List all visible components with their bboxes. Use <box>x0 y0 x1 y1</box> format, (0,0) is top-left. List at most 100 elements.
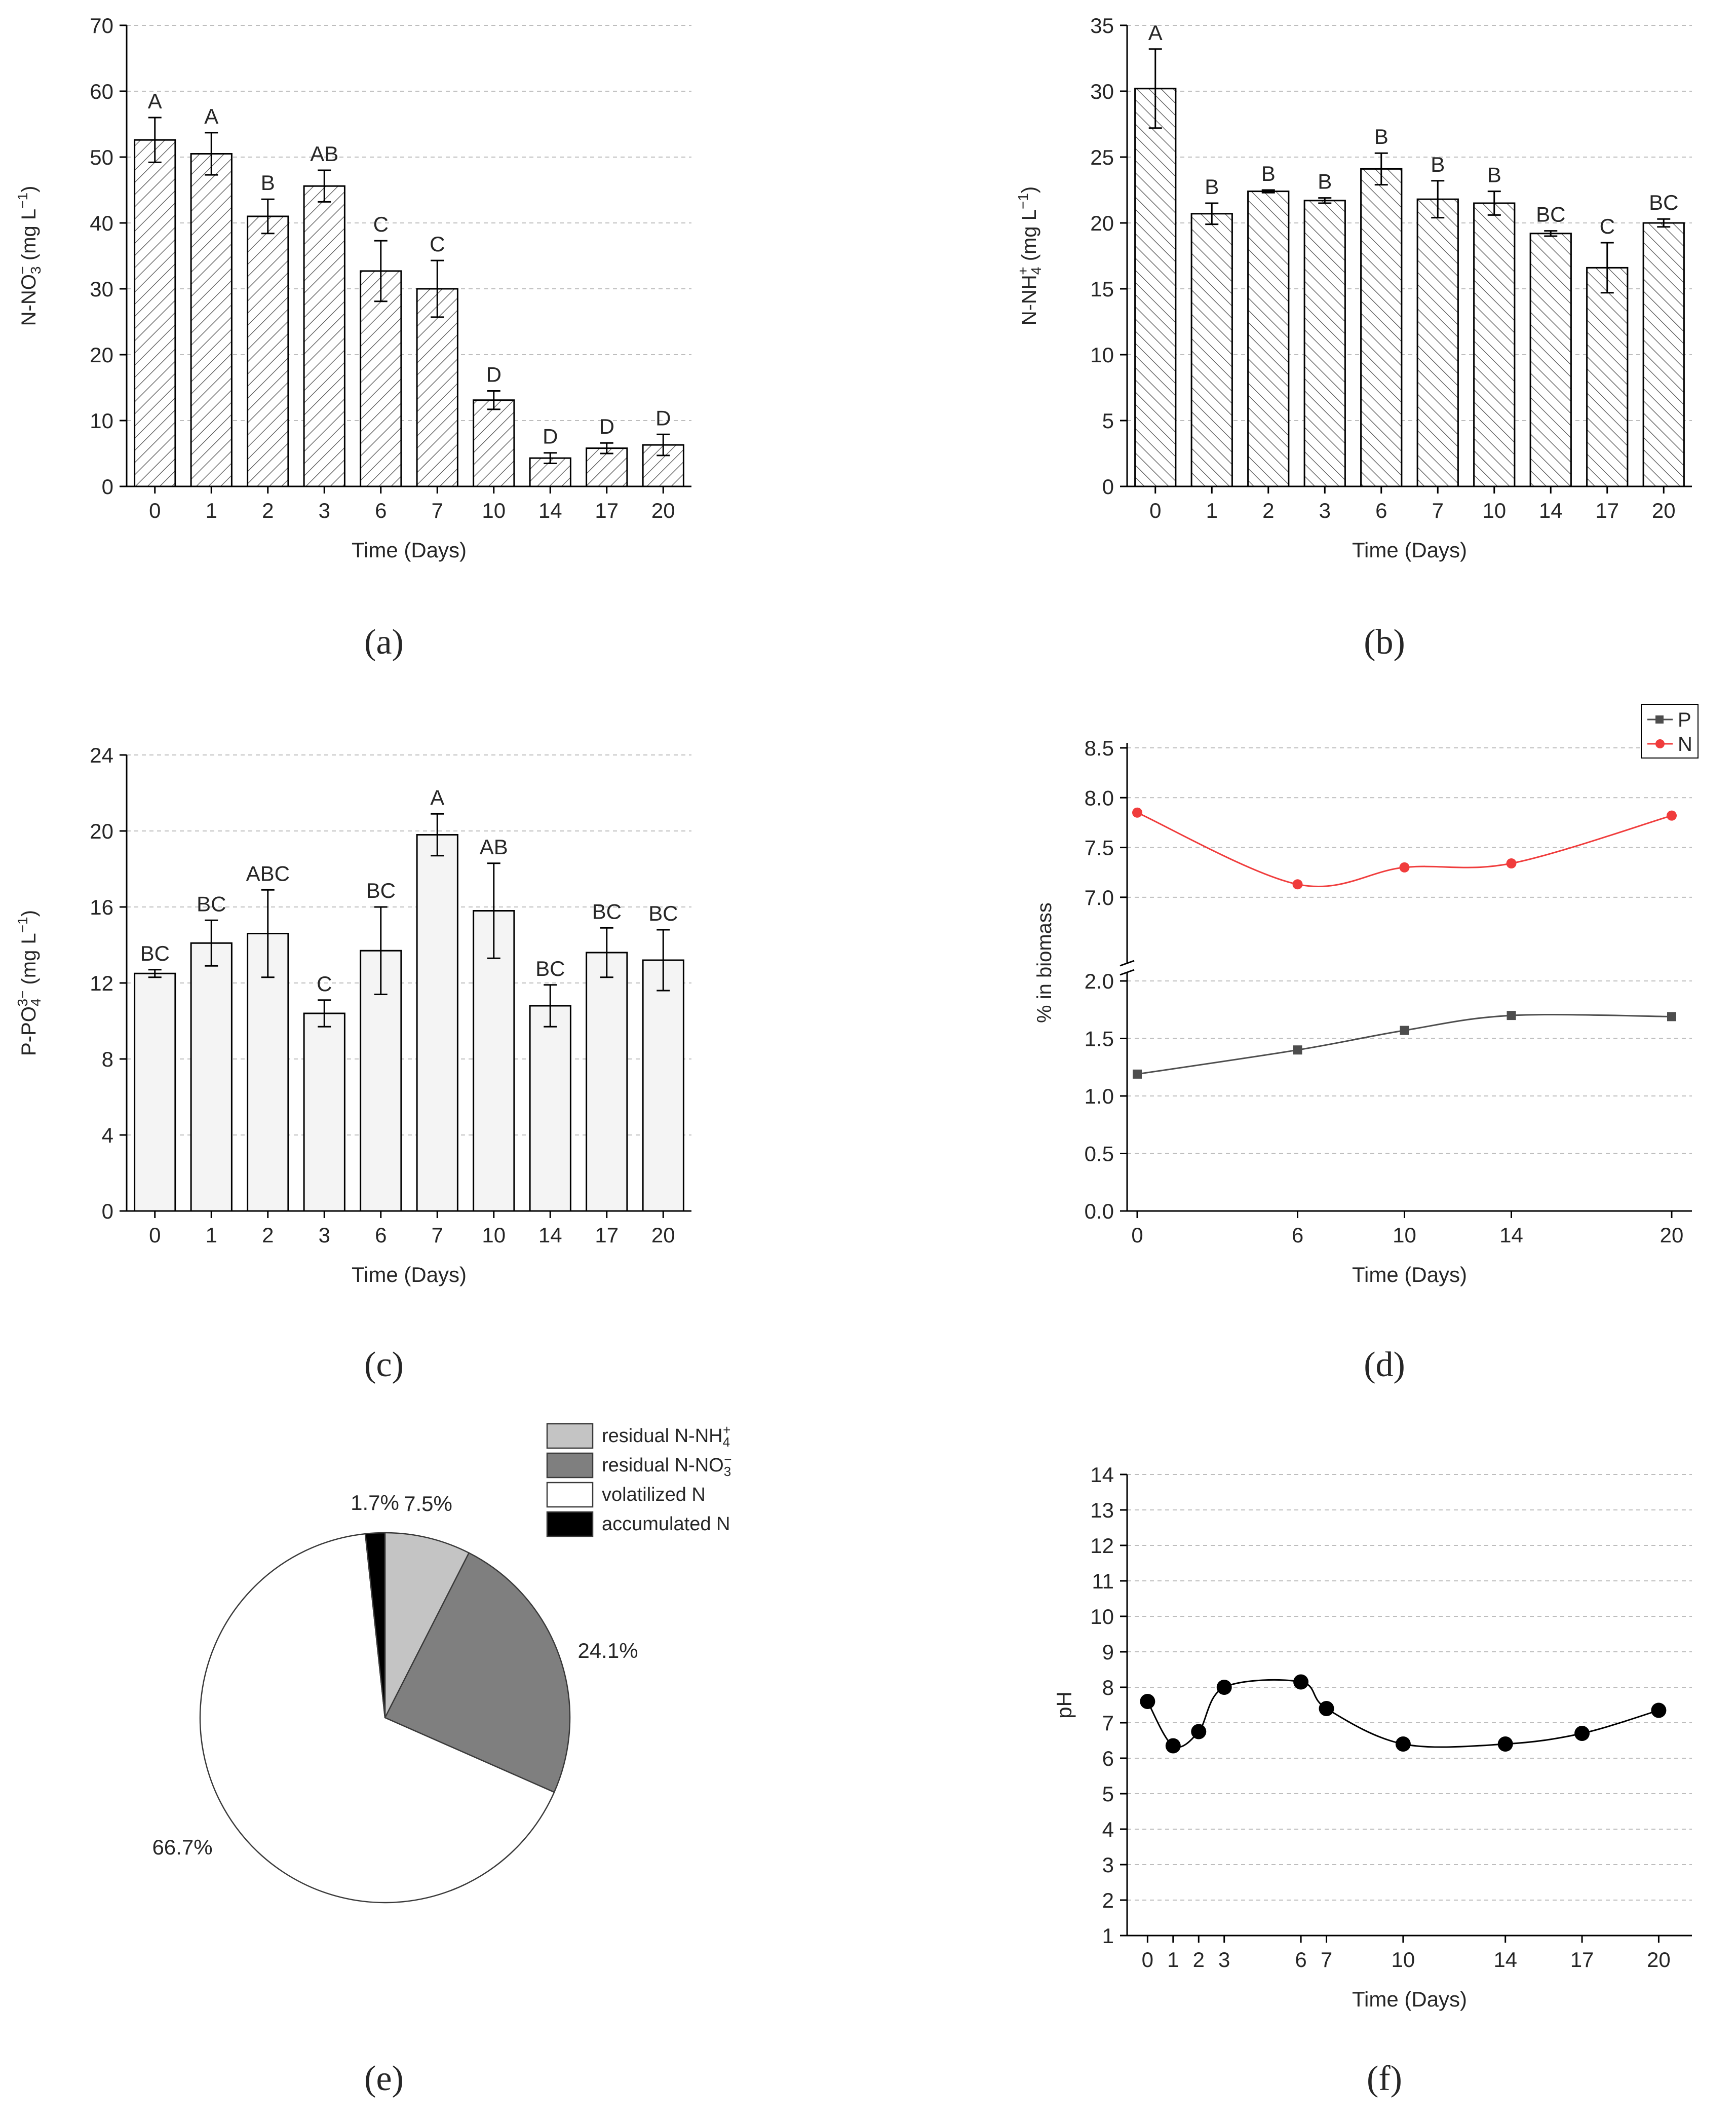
legend-label: residual N-NO3− <box>602 1452 731 1479</box>
data-point <box>1395 1736 1411 1752</box>
legend-swatch <box>546 1482 594 1508</box>
x-tick-label: 2 <box>262 499 274 522</box>
axis-break-mark <box>1120 960 1135 967</box>
y-tick-label: 5 <box>1102 409 1114 433</box>
slice-label: 7.5% <box>404 1492 452 1516</box>
bar <box>416 834 458 1212</box>
data-point <box>1651 1702 1667 1718</box>
y-axis-label: N-NH4+ (mg L−1) <box>1015 186 1044 326</box>
y-tick-label: 10 <box>1090 343 1114 367</box>
x-axis-label: Time (Days) <box>352 538 467 562</box>
x-tick-label: 6 <box>1375 499 1387 522</box>
panel-label-e: (e) <box>364 2059 404 2098</box>
x-tick-label: 0 <box>1131 1223 1143 1247</box>
y-tick-label: 35 <box>1090 14 1114 37</box>
significance-letter: B <box>1487 163 1501 187</box>
significance-letter: BC <box>592 899 622 923</box>
significance-letter: BC <box>140 941 170 965</box>
data-point <box>1216 1680 1232 1695</box>
data-point <box>1497 1736 1513 1752</box>
y-tick-label: 10 <box>1090 1605 1114 1628</box>
bar <box>416 288 458 487</box>
y-tick-label: 10 <box>90 409 113 433</box>
slice-label: 1.7% <box>351 1491 399 1514</box>
legend-label-P: P <box>1678 709 1691 731</box>
x-tick-label: 0 <box>149 1223 161 1247</box>
bar <box>1134 88 1177 487</box>
y-tick-label: 0 <box>102 475 113 499</box>
panel-label-d: (d) <box>1364 1345 1405 1384</box>
legend-swatch <box>546 1511 594 1537</box>
data-point <box>1667 1012 1676 1021</box>
x-tick-label: 3 <box>1319 499 1331 522</box>
significance-letter: B <box>1205 175 1219 199</box>
data-point <box>1293 1674 1309 1690</box>
data-point <box>1319 1701 1334 1716</box>
y-tick-label: 8.5 <box>1085 736 1114 760</box>
x-tick-label: 1 <box>1206 499 1218 522</box>
bar <box>473 910 515 1212</box>
x-tick-label: 14 <box>1493 1948 1517 1972</box>
x-tick-label: 10 <box>1393 1223 1416 1247</box>
y-axis-label: N-NO3− (mg L−1) <box>15 186 44 326</box>
legend-label: residual N-NH4+ <box>602 1422 730 1450</box>
significance-letter: A <box>1148 21 1163 45</box>
x-tick-label: 0 <box>1149 499 1161 522</box>
pie-slice <box>364 1532 386 1718</box>
y-tick-label: 20 <box>90 343 113 367</box>
significance-letter: C <box>1600 214 1615 238</box>
data-point <box>1191 1724 1207 1739</box>
y-tick-label: 3 <box>1102 1853 1114 1877</box>
x-tick-label: 14 <box>538 499 562 522</box>
y-tick-label: 0.0 <box>1085 1199 1114 1223</box>
bar <box>1473 202 1516 487</box>
y-axis-label: % in biomass <box>1033 902 1056 1023</box>
significance-letter: B <box>1261 162 1276 185</box>
y-tick-label: 8.0 <box>1085 786 1114 810</box>
slice-label: 24.1% <box>577 1639 638 1662</box>
bar <box>190 153 233 487</box>
panel-label-f: (f) <box>1367 2059 1402 2098</box>
data-point <box>1400 1026 1409 1035</box>
significance-letter: AB <box>310 142 338 166</box>
bar <box>1586 267 1629 487</box>
series-line-P <box>1137 1013 1672 1075</box>
y-tick-label: 25 <box>1090 145 1114 169</box>
bar <box>642 959 684 1212</box>
x-tick-label: 10 <box>482 499 506 522</box>
data-point <box>1133 1069 1142 1079</box>
y-tick-label: 2 <box>1102 1888 1114 1912</box>
x-tick-label: 20 <box>1647 1948 1671 1972</box>
y-tick-label: 7 <box>1102 1711 1114 1735</box>
y-tick-label: 6 <box>1102 1747 1114 1770</box>
data-point <box>1507 1011 1516 1020</box>
significance-letter: BC <box>366 879 396 902</box>
x-tick-label: 6 <box>375 499 387 522</box>
bar <box>1303 200 1346 487</box>
significance-letter: BC <box>535 957 565 980</box>
y-tick-label: 13 <box>1090 1498 1114 1522</box>
x-tick-label: 3 <box>319 1223 330 1247</box>
significance-letter: ABC <box>246 861 290 885</box>
x-tick-label: 17 <box>1570 1948 1594 1972</box>
x-tick-label: 7 <box>432 1223 443 1247</box>
x-tick-label: 7 <box>1432 499 1444 522</box>
y-tick-label: 60 <box>90 80 113 103</box>
data-point <box>1293 1045 1302 1055</box>
y-tick-label: 2.0 <box>1085 969 1114 993</box>
x-tick-label: 20 <box>651 1223 675 1247</box>
legend-box <box>1641 704 1699 759</box>
significance-letter: B <box>1431 153 1445 176</box>
significance-letter: C <box>430 232 445 256</box>
x-tick-label: 20 <box>1660 1223 1684 1247</box>
y-tick-label: 0.5 <box>1085 1142 1114 1166</box>
y-tick-label: 7.0 <box>1085 886 1114 910</box>
significance-letter: B <box>261 171 275 195</box>
data-point <box>1506 858 1517 869</box>
panel-label-c: (c) <box>364 1345 404 1384</box>
y-tick-label: 1.5 <box>1085 1027 1114 1051</box>
y-tick-label: 0 <box>102 1199 113 1223</box>
legend-label: accumulated N <box>602 1513 730 1535</box>
x-tick-label: 1 <box>1167 1948 1179 1972</box>
y-tick-label: 1 <box>1102 1924 1114 1948</box>
